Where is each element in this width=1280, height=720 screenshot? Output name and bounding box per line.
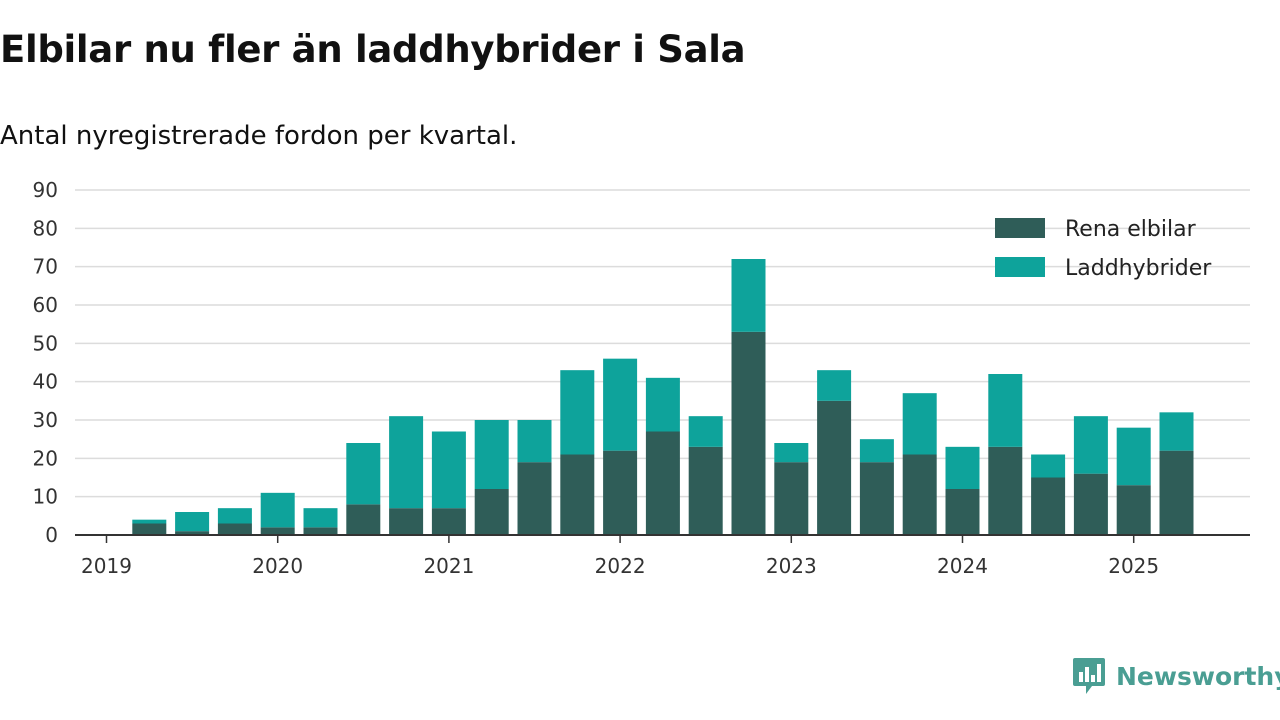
- bar-laddhybrider: [560, 370, 595, 455]
- bar-laddhybrider: [517, 420, 552, 463]
- bar-rena-elbilar: [260, 527, 295, 535]
- bar-laddhybrider: [132, 519, 167, 524]
- x-tick-label: 2021: [423, 554, 474, 578]
- bar-rena-elbilar: [1073, 473, 1108, 535]
- y-tick-label: 40: [33, 370, 58, 394]
- bar-laddhybrider: [988, 374, 1023, 447]
- bar-laddhybrider: [389, 416, 424, 509]
- bar-laddhybrider: [603, 358, 638, 451]
- bar-rena-elbilar: [389, 508, 424, 535]
- bar-rena-elbilar: [645, 431, 680, 535]
- bar-laddhybrider: [645, 377, 680, 432]
- bar-laddhybrider: [260, 492, 295, 528]
- bar-rena-elbilar: [560, 454, 595, 535]
- bar-rena-elbilar: [945, 489, 980, 535]
- bar-laddhybrider: [945, 446, 980, 489]
- y-tick-label: 10: [33, 485, 58, 509]
- x-tick-label: 2019: [81, 554, 132, 578]
- bar-rena-elbilar: [431, 508, 466, 535]
- y-axis-ticks: 0 10 20 30 40 50 60 70 80 90: [33, 178, 58, 547]
- bar-laddhybrider: [731, 259, 766, 332]
- bar-laddhybrider: [217, 508, 252, 524]
- bar-rena-elbilar: [517, 462, 552, 535]
- y-tick-label: 60: [33, 293, 58, 317]
- y-tick-label: 90: [33, 178, 58, 202]
- bar-rena-elbilar: [217, 523, 252, 535]
- legend-label-rena-elbilar: Rena elbilar: [1065, 217, 1197, 242]
- bar-rena-elbilar: [1116, 485, 1151, 535]
- chart-subtitle: Antal nyregistrerade fordon per kvartal.: [0, 121, 518, 151]
- legend-swatch-rena-elbilar: [995, 218, 1045, 238]
- bar-laddhybrider: [346, 443, 381, 505]
- bar-laddhybrider: [859, 439, 894, 463]
- y-tick-label: 30: [33, 408, 58, 432]
- bar-rena-elbilar: [175, 531, 210, 535]
- bar-laddhybrider: [902, 393, 937, 455]
- bar-laddhybrider: [474, 420, 509, 489]
- bar-rena-elbilar: [688, 446, 723, 535]
- y-tick-label: 80: [33, 216, 58, 240]
- legend-label-laddhybrider: Laddhybrider: [1065, 256, 1212, 281]
- chart-title: Elbilar nu fler än laddhybrider i Sala: [0, 28, 746, 71]
- x-tick-label: 2023: [766, 554, 817, 578]
- newsworthy-logo-icon: [1073, 658, 1105, 694]
- bar-laddhybrider: [303, 508, 338, 528]
- y-tick-label: 70: [33, 255, 58, 279]
- bar-laddhybrider: [1159, 412, 1194, 451]
- bar-rena-elbilar: [774, 462, 809, 535]
- y-tick-label: 20: [33, 446, 58, 470]
- bar-laddhybrider: [1116, 427, 1151, 486]
- bar-rena-elbilar: [817, 400, 852, 535]
- x-tick-label: 2025: [1108, 554, 1159, 578]
- x-axis-ticks: 2019 2020 2021 2022 2023 2024 2025: [81, 535, 1159, 578]
- bar-laddhybrider: [688, 416, 723, 447]
- stacked-bar-chart: 0 10 20 30 40 50 60 70 80 90 2019 2020 2021 2022 2023…: [33, 178, 1250, 578]
- bar-rena-elbilar: [859, 462, 894, 535]
- bars: [132, 259, 1194, 535]
- bar-laddhybrider: [1073, 416, 1108, 474]
- y-tick-label: 0: [45, 523, 58, 547]
- x-tick-label: 2024: [937, 554, 988, 578]
- bar-laddhybrider: [175, 512, 210, 532]
- bar-laddhybrider: [1031, 454, 1066, 478]
- brand-name: Newsworthy: [1116, 661, 1280, 691]
- bar-laddhybrider: [431, 431, 466, 509]
- bar-rena-elbilar: [1031, 477, 1066, 535]
- x-tick-label: 2022: [595, 554, 646, 578]
- bar-laddhybrider: [774, 443, 809, 463]
- bar-laddhybrider: [817, 370, 852, 401]
- bar-rena-elbilar: [303, 527, 338, 535]
- legend-swatch-laddhybrider: [995, 257, 1045, 277]
- legend: Rena elbilar Laddhybrider: [995, 217, 1212, 281]
- bar-rena-elbilar: [731, 331, 766, 535]
- y-tick-label: 50: [33, 331, 58, 355]
- bar-rena-elbilar: [346, 504, 381, 535]
- bar-rena-elbilar: [132, 523, 167, 535]
- bar-rena-elbilar: [988, 446, 1023, 535]
- bar-rena-elbilar: [1159, 450, 1194, 535]
- bar-rena-elbilar: [902, 454, 937, 535]
- bar-rena-elbilar: [603, 450, 638, 535]
- x-tick-label: 2020: [252, 554, 303, 578]
- bar-rena-elbilar: [474, 489, 509, 535]
- newsworthy-logo: Newsworthy: [1072, 656, 1280, 696]
